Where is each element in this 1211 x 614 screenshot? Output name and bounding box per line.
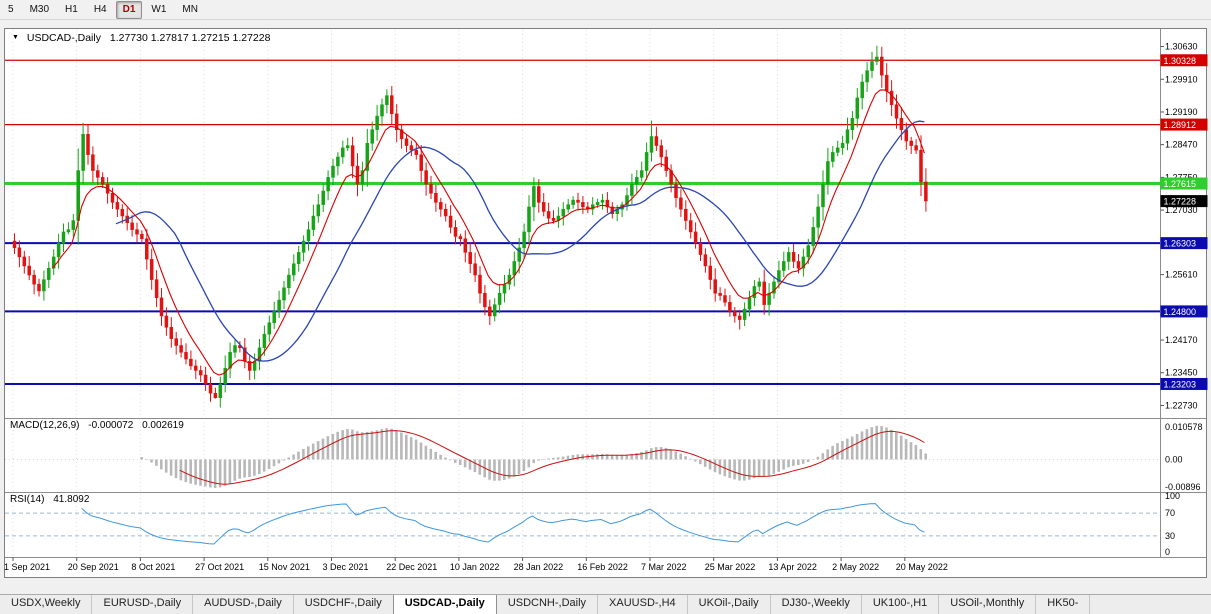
rsi-line: [81, 503, 925, 545]
svg-text:1.27615: 1.27615: [1164, 179, 1197, 189]
svg-text:1.25610: 1.25610: [1165, 270, 1198, 280]
price-axis: 1.30630 1.29910 1.29190 1.28470 1.27750 1.270…: [1160, 42, 1203, 557]
chart-menu-icon[interactable]: ▼: [12, 34, 19, 41]
svg-text:25 Mar 2022: 25 Mar 2022: [705, 562, 756, 572]
ma-slow-line: [115, 120, 925, 362]
chart-tabbar: USDX,Weekly EURUSD-,Daily AUDUSD-,Daily USD…: [0, 594, 1211, 614]
chart-tab-1[interactable]: EURUSD-,Daily: [92, 595, 194, 614]
svg-text:1.23203: 1.23203: [1164, 379, 1197, 389]
svg-text:3 Dec 2021: 3 Dec 2021: [323, 562, 369, 572]
svg-text:1.28912: 1.28912: [1164, 120, 1197, 130]
svg-text:-0.00896: -0.00896: [1165, 482, 1201, 492]
rsi-pane: [5, 503, 1160, 545]
macd-main-value: -0.000072: [88, 420, 134, 431]
svg-text:30: 30: [1165, 531, 1175, 541]
price-badges: 1.30328 1.28912 1.27615 1.26303 1.24800 1.232…: [1160, 54, 1208, 390]
svg-text:1.26303: 1.26303: [1164, 239, 1197, 249]
level-badge-1.28912: [1160, 118, 1208, 131]
rsi-value: 41.8092: [53, 494, 90, 505]
symbol-info: ▼ USDCAD-,Daily 1.27730 1.27817 1.27215 …: [12, 32, 276, 44]
pane-separators: [5, 29, 1206, 558]
svg-text:1 Sep 2021: 1 Sep 2021: [4, 562, 50, 572]
svg-text:28 Jan 2022: 28 Jan 2022: [514, 562, 564, 572]
svg-text:2 May 2022: 2 May 2022: [832, 562, 879, 572]
chart-tab-6[interactable]: XAUUSD-,H4: [598, 595, 688, 614]
current-price-badge: [1160, 195, 1208, 208]
timeframe-button-5[interactable]: 5: [8, 3, 14, 15]
macd-indicator-label: MACD(12,26,9) -0.000072 0.002619: [10, 420, 190, 431]
svg-text:20 Sep 2021: 20 Sep 2021: [68, 562, 119, 572]
svg-text:16 Feb 2022: 16 Feb 2022: [577, 562, 628, 572]
svg-text:1.29190: 1.29190: [1165, 107, 1198, 117]
chart-tab-7[interactable]: UKOil-,Daily: [688, 595, 771, 614]
chart-tab-8[interactable]: DJ30-,Weekly: [771, 595, 862, 614]
chart-tab-11[interactable]: HK50-: [1036, 595, 1091, 614]
support-resistance-lines[interactable]: [5, 59, 1160, 385]
timeframe-button-h1[interactable]: H1: [65, 3, 78, 15]
symbol-ohlc-values: 1.27730 1.27817 1.27215 1.27228: [109, 32, 271, 44]
timeframe-toolbar: 5 M30 H1 H4 D1 W1 MN: [0, 0, 1211, 20]
svg-text:1.27750: 1.27750: [1165, 172, 1198, 182]
svg-text:1.24800: 1.24800: [1164, 307, 1197, 317]
chart-tab-4[interactable]: USDCAD-,Daily: [392, 595, 497, 614]
timeframe-button-h4[interactable]: H4: [93, 3, 107, 15]
svg-text:1.24170: 1.24170: [1165, 335, 1198, 345]
svg-text:10 Jan 2022: 10 Jan 2022: [450, 562, 500, 572]
date-axis[interactable]: 1 Sep 2021 20 Sep 2021 8 Oct 2021 27 Oct 20…: [4, 557, 948, 573]
ma-fast-line: [51, 89, 925, 376]
chart-tab-10[interactable]: USOil-,Monthly: [939, 595, 1037, 614]
macd-signal-value: 0.002619: [142, 420, 184, 431]
chart-tab-2[interactable]: AUDUSD-,Daily: [193, 595, 294, 614]
candlesticks: [12, 45, 928, 408]
macd-signal-line: [179, 430, 925, 485]
timeframe-button-m30[interactable]: M30: [29, 3, 50, 15]
svg-text:1.28470: 1.28470: [1165, 140, 1198, 150]
svg-text:1.27228: 1.27228: [1164, 197, 1197, 207]
chart-tab-5[interactable]: USDCNH-,Daily: [497, 595, 599, 614]
chart-tab-9[interactable]: UK100-,H1: [862, 595, 940, 614]
level-badge-1.27615: [1160, 177, 1208, 190]
svg-text:8 Oct 2021: 8 Oct 2021: [131, 562, 175, 572]
macd-name: MACD(12,26,9): [10, 420, 80, 431]
svg-text:1.29910: 1.29910: [1165, 74, 1198, 84]
level-badge-1.24800: [1160, 305, 1208, 318]
svg-text:1.23450: 1.23450: [1165, 368, 1198, 378]
svg-text:13 Apr 2022: 13 Apr 2022: [768, 562, 817, 572]
svg-text:0.00: 0.00: [1165, 454, 1183, 464]
svg-text:22 Dec 2021: 22 Dec 2021: [386, 562, 437, 572]
svg-text:0: 0: [1165, 547, 1170, 557]
rsi-name: RSI(14): [10, 494, 45, 505]
chart-tab-0[interactable]: USDX,Weekly: [0, 595, 93, 614]
svg-text:15 Nov 2021: 15 Nov 2021: [259, 562, 310, 572]
symbol-title: USDCAD-,Daily: [26, 32, 101, 44]
level-badge-1.23203: [1160, 377, 1208, 390]
svg-text:70: 70: [1165, 508, 1175, 518]
svg-text:0.010578: 0.010578: [1165, 422, 1203, 432]
level-badge-1.26303: [1160, 237, 1208, 250]
rsi-indicator-label: RSI(14) 41.8092: [10, 494, 95, 505]
svg-text:100: 100: [1165, 491, 1180, 501]
timeframe-button-mn[interactable]: MN: [182, 3, 198, 15]
svg-text:1.30630: 1.30630: [1165, 42, 1198, 52]
svg-text:20 May 2022: 20 May 2022: [896, 562, 948, 572]
svg-text:27 Oct 2021: 27 Oct 2021: [195, 562, 244, 572]
level-badge-1.30328: [1160, 54, 1208, 67]
svg-text:1.27030: 1.27030: [1165, 205, 1198, 215]
macd-pane: [5, 425, 1160, 489]
timeframe-button-d1[interactable]: D1: [115, 0, 143, 19]
svg-text:1.30328: 1.30328: [1164, 56, 1197, 66]
timeframe-button-w1[interactable]: W1: [151, 3, 167, 15]
svg-text:7 Mar 2022: 7 Mar 2022: [641, 562, 687, 572]
svg-text:1.22730: 1.22730: [1165, 400, 1198, 410]
chart-tab-3[interactable]: USDCHF-,Daily: [294, 595, 394, 614]
